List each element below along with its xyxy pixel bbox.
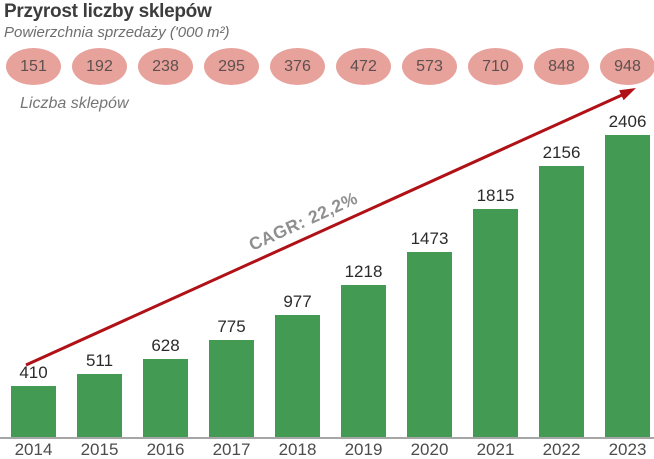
- sales-area-bubble: 472: [336, 48, 391, 85]
- x-axis-tick-label: 2020: [410, 440, 449, 459]
- x-axis-tick-label: 2015: [80, 440, 119, 459]
- chart-title: Przyrost liczby sklepów: [4, 1, 212, 22]
- bar: [143, 359, 188, 438]
- chart-subtitle: Powierzchnia sprzedaży ('000 m²): [4, 24, 230, 41]
- bar: [11, 386, 56, 438]
- x-axis-line: [0, 437, 654, 439]
- sales-area-bubble: 376: [270, 48, 325, 85]
- x-axis-tick-label: 2021: [476, 440, 515, 459]
- x-axis-tick-label: 2022: [542, 440, 581, 459]
- bar: [539, 166, 584, 438]
- x-axis-tick-label: 2014: [14, 440, 53, 459]
- bar: [407, 252, 452, 438]
- bar-value-label: 1815: [476, 186, 515, 205]
- x-axis-tick-label: 2017: [212, 440, 251, 459]
- bar-value-label: 775: [217, 317, 246, 336]
- sales-area-bubble: 948: [600, 48, 654, 85]
- bar: [473, 209, 518, 438]
- bar-value-label: 628: [151, 336, 180, 355]
- bar-value-label: 2406: [608, 112, 647, 131]
- bar-value-label: 977: [283, 292, 312, 311]
- bar: [341, 285, 386, 438]
- bar: [209, 340, 254, 438]
- sales-area-bubble: 848: [534, 48, 589, 85]
- bar-value-label: 410: [19, 363, 48, 382]
- x-axis-tick-label: 2016: [146, 440, 185, 459]
- x-axis-tick-label: 2018: [278, 440, 317, 459]
- x-axis-tick-label: 2023: [608, 440, 647, 459]
- sales-area-bubble: 238: [138, 48, 193, 85]
- bar: [605, 135, 650, 438]
- cagr-label: CAGR: 22,2%: [245, 187, 361, 255]
- sales-area-bubble: 573: [402, 48, 457, 85]
- bar: [275, 315, 320, 438]
- bar: [77, 374, 122, 438]
- bar-value-label: 2156: [542, 143, 581, 162]
- x-axis-tick-label: 2019: [344, 440, 383, 459]
- sales-area-bubble: 710: [468, 48, 523, 85]
- bar-value-label: 1473: [410, 229, 449, 248]
- bar-value-label: 1218: [344, 262, 383, 281]
- sales-area-bubble: 295: [204, 48, 259, 85]
- sales-area-bubble: 151: [6, 48, 61, 85]
- sales-area-bubble: 192: [72, 48, 127, 85]
- store-count-series-label: Liczba sklepów: [20, 95, 129, 112]
